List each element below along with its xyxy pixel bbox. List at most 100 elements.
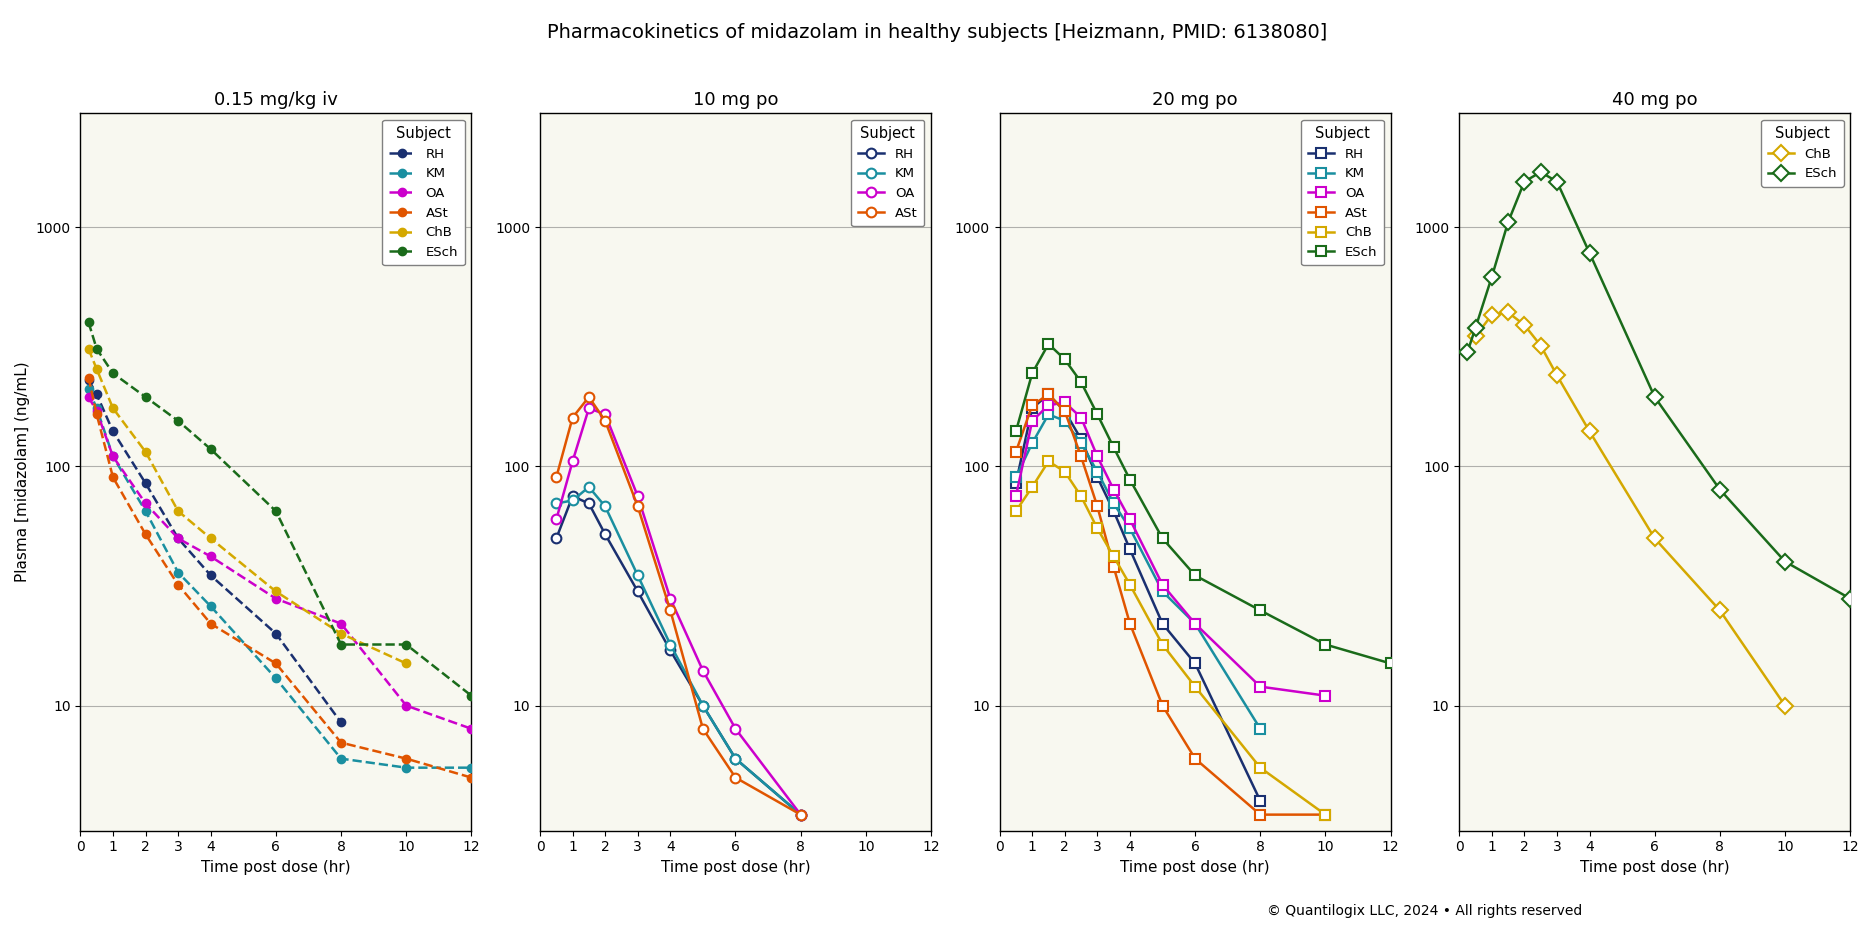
ESch [1069,376,1092,387]
ChB [1512,320,1534,331]
ChB [167,505,189,516]
RH [86,388,109,400]
OA [101,451,124,462]
ESch [395,639,418,650]
ASt [264,658,287,669]
ChB [1774,700,1796,711]
RH [1021,402,1043,413]
RH [1150,618,1172,629]
ASt [167,579,189,590]
ChB [1118,579,1141,590]
ESch [1313,639,1335,650]
ASt [1036,388,1058,400]
ESch [1004,425,1026,437]
RH [1118,544,1141,555]
Legend: ChB, ESch: ChB, ESch [1761,120,1843,187]
X-axis label: Time post dose (hr): Time post dose (hr) [200,860,350,875]
Line: KM: KM [1011,410,1264,733]
ChB [1101,551,1124,562]
ESch [1480,272,1502,283]
RH [1086,472,1109,483]
OA [1247,681,1270,692]
Text: Pharmacokinetics of midazolam in healthy subjects [Heizmann, PMID: 6138080]: Pharmacokinetics of midazolam in healthy… [547,23,1326,42]
ASt [577,391,599,402]
ChB [77,343,99,354]
Text: © Quantilogix LLC, 2024 • All rights reserved: © Quantilogix LLC, 2024 • All rights res… [1266,904,1581,918]
RH [101,425,124,437]
ChB [86,363,109,375]
RH [264,628,287,639]
Line: RH: RH [551,491,805,819]
KM [723,753,745,764]
OA [659,593,682,604]
Y-axis label: Plasma [midazolam] (ng/mL): Plasma [midazolam] (ng/mL) [15,362,30,582]
Line: ChB: ChB [1011,456,1330,819]
ASt [545,472,568,483]
ChB [1004,505,1026,516]
ESch [330,639,352,650]
Line: ASt: ASt [1011,389,1330,819]
ChB [1497,307,1519,318]
ASt [1313,809,1335,820]
Line: KM: KM [84,385,476,772]
KM [1184,618,1206,629]
KM [330,753,352,764]
KM [1247,723,1270,734]
ChB [1086,523,1109,534]
RH [562,490,584,502]
RH [1247,795,1270,806]
KM [395,762,418,773]
ASt [1150,700,1172,711]
ChB [1463,331,1485,342]
ESch [1247,604,1270,616]
ChB [1313,809,1335,820]
OA [461,723,483,734]
ESch [199,444,221,455]
KM [577,481,599,492]
KM [264,673,287,684]
Legend: RH, KM, OA, ASt, ChB, ESch: RH, KM, OA, ASt, ChB, ESch [382,120,465,265]
RH [545,533,568,544]
OA [562,456,584,467]
X-axis label: Time post dose (hr): Time post dose (hr) [1120,860,1270,875]
OA [330,618,352,629]
KM [1118,523,1141,534]
ChB [395,658,418,669]
ASt [1184,753,1206,764]
ESch [1036,338,1058,349]
KM [1069,438,1092,449]
RH [577,498,599,509]
RH [789,809,811,820]
ASt [395,753,418,764]
OA [1004,490,1026,502]
RH [659,645,682,656]
ESch [135,391,157,402]
ASt [77,372,99,383]
KM [1004,472,1026,483]
ASt [659,604,682,616]
ChB [1053,466,1075,477]
OA [167,533,189,544]
ChB [1480,310,1502,321]
Title: 0.15 mg/kg iv: 0.15 mg/kg iv [214,91,337,108]
ESch [1837,593,1860,604]
ChB [1545,370,1568,381]
ASt [789,809,811,820]
OA [545,514,568,525]
KM [461,762,483,773]
ESch [1577,248,1600,259]
KM [1036,409,1058,420]
ChB [1247,762,1270,773]
KM [1053,415,1075,426]
ChB [1036,456,1058,467]
ChB [199,533,221,544]
OA [626,490,648,502]
KM [691,700,714,711]
Line: ASt: ASt [84,374,476,781]
ASt [691,723,714,734]
ESch [1528,167,1551,178]
ESch [264,505,287,516]
OA [1150,579,1172,590]
ESch [1184,570,1206,581]
Title: 20 mg po: 20 mg po [1152,91,1238,108]
